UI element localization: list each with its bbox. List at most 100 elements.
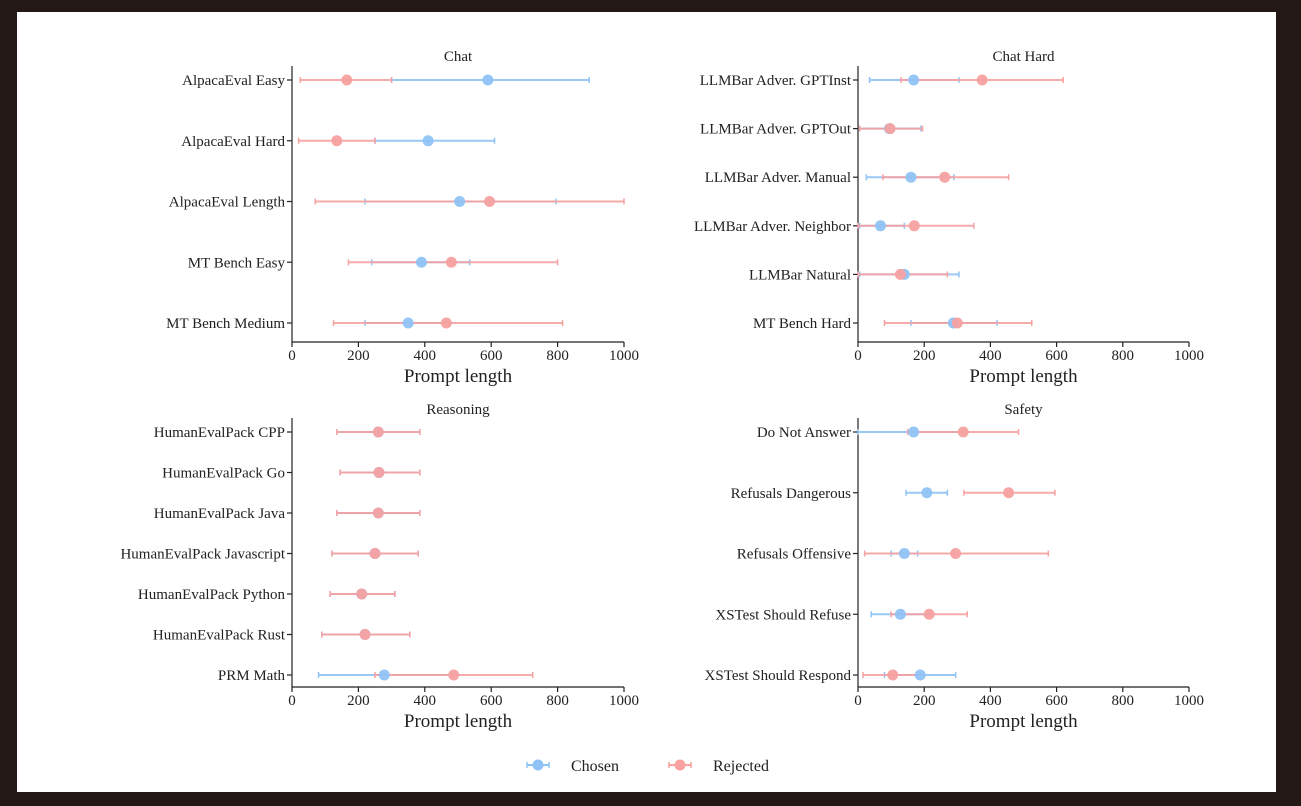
category-label: HumanEvalPack Python [138,587,286,603]
x-tick-label: 600 [1045,693,1068,709]
x-tick-label: 400 [414,348,437,364]
category-label: Refusals Offensive [737,547,852,563]
mean-point [908,74,920,86]
mean-point [951,317,963,329]
points-rejected [887,426,1015,681]
category-label: LLMBar Adver. Neighbor [694,219,851,235]
mean-point [482,74,494,86]
mean-point [884,123,896,135]
x-tick-label: 800 [546,348,569,364]
category-label: HumanEvalPack Javascript [120,547,285,563]
mean-point [1003,487,1015,499]
x-axis-label: Prompt length [969,366,1078,387]
x-tick-label: 200 [913,693,936,709]
mean-point [914,669,926,681]
legend-label: Rejected [713,758,769,775]
chart-svg: Chat 0 200 400 600 800 1000 Prompt length Alpaca… [120,49,1204,775]
x-tick-label: 400 [414,693,437,709]
mean-point [898,548,910,559]
mean-point [908,426,920,438]
category-label: AlpacaEval Easy [182,73,285,89]
panel-title: Safety [1004,402,1043,418]
points-rejected [356,426,460,681]
x-tick-label: 400 [979,348,1002,364]
mean-point [875,220,887,232]
mean-point [939,171,951,183]
panel-title: Chat [444,49,473,65]
legend-swatch-point [674,759,686,771]
figure: Chat 0 200 400 600 800 1000 Prompt length Alpaca… [17,12,1276,792]
category-label: MT Bench Easy [188,255,286,271]
points-rejected [884,74,988,329]
x-tick-label: 600 [480,693,503,709]
mean-point [905,171,917,183]
x-tick-label: 0 [288,348,296,364]
x-tick-label: 400 [979,693,1002,709]
category-label: LLMBar Natural [749,267,851,283]
legend-swatch-point [532,759,544,771]
x-tick-label: 1000 [609,693,639,709]
category-label: HumanEvalPack CPP [154,425,285,441]
series-rejected [321,429,534,678]
panel-safety: Safety 0 200 400 600 800 1000 Prompt length Do N… [705,402,1204,732]
category-label: HumanEvalPack Go [162,466,285,482]
points-chosen [894,426,933,681]
category-label: HumanEvalPack Rust [153,628,286,644]
mean-point [894,608,906,620]
mean-point [454,196,466,207]
x-tick-label: 200 [913,348,936,364]
x-tick-label: 1000 [1174,348,1204,364]
category-label: LLMBar Adver. GPTInst [700,73,852,89]
x-tick-label: 600 [480,348,503,364]
mean-point [908,220,920,232]
mean-point [484,196,496,207]
mean-point [356,588,368,600]
mean-point [976,74,988,86]
x-tick-label: 800 [546,693,569,709]
mean-point [921,487,933,499]
x-tick-label: 200 [347,693,370,709]
mean-point [341,74,353,86]
mean-point [894,268,906,280]
x-axis-label: Prompt length [404,366,513,387]
category-label: LLMBar Adver. Manual [705,170,851,186]
category-label: Refusals Dangerous [731,486,852,502]
mean-point [923,608,935,620]
x-tick-label: 800 [1112,693,1135,709]
mean-point [950,548,962,559]
x-tick-label: 600 [1045,348,1068,364]
category-label: XSTest Should Respond [705,668,852,684]
x-tick-label: 0 [854,693,862,709]
category-label: AlpacaEval Length [169,195,286,211]
mean-point [373,467,385,478]
panel-reasoning: Reasoning 0 200 400 600 800 1000 Prompt length H… [120,402,639,732]
category-label: MT Bench Medium [166,316,285,332]
category-label: XSTest Should Refuse [715,607,851,623]
panel-title: Reasoning [426,402,490,418]
mean-point [957,426,969,438]
category-label: PRM Math [218,668,286,684]
panel-chat: Chat 0 200 400 600 800 1000 Prompt length Alpaca… [166,49,639,387]
x-tick-label: 0 [288,693,296,709]
mean-point [440,317,452,329]
mean-point [445,256,457,268]
mean-point [369,548,381,559]
mean-point [372,507,384,519]
legend: Chosen Rejected [526,758,769,775]
x-axis-label: Prompt length [404,711,513,732]
mean-point [402,317,414,329]
category-label: Do Not Answer [757,425,851,441]
mean-point [448,669,460,681]
category-label: AlpacaEval Hard [181,134,285,150]
category-label: LLMBar Adver. GPTOut [700,122,852,138]
category-label: HumanEvalPack Java [154,506,286,522]
mean-point [372,426,384,438]
points-chosen [875,74,959,329]
series-rejected [857,77,1064,326]
mean-point [422,135,434,147]
mean-point [887,669,899,681]
x-axis-label: Prompt length [969,711,1078,732]
legend-item-rejected: Rejected [668,758,769,775]
panel-chat-hard: Chat Hard 0 200 400 600 800 1000 Prompt length L… [694,49,1204,387]
mean-point [331,135,343,147]
